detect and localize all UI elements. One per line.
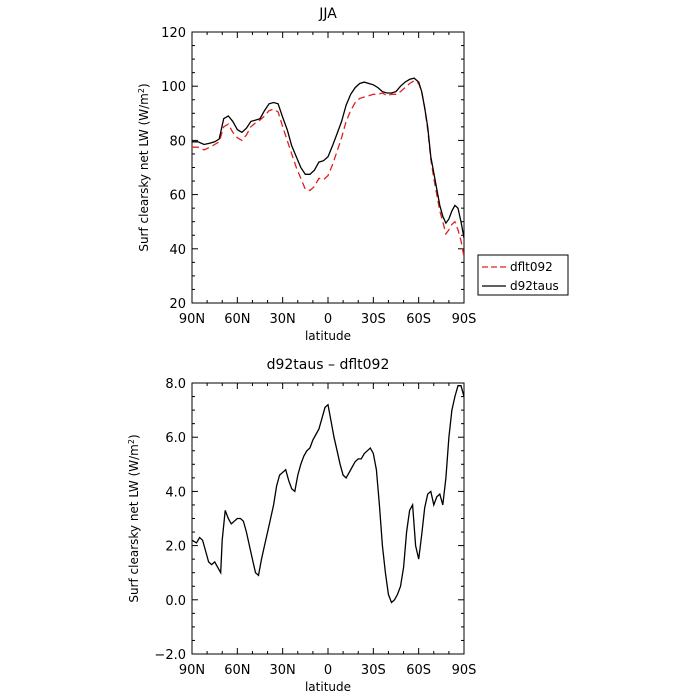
- x-tick-label: 30S: [361, 312, 386, 327]
- y-axis-label-close: ): [137, 83, 151, 88]
- y-axis-label: Surf clearsky net LW (W/m2): [127, 434, 142, 602]
- y-tick-label: 100: [161, 80, 186, 95]
- series-line-dflt092: [192, 80, 464, 258]
- legend-box: [477, 254, 569, 296]
- legend-label-dflt092: dflt092: [510, 260, 553, 274]
- series-line-diff-0: [192, 385, 464, 604]
- x-axis-label: latitude: [305, 680, 351, 694]
- y-tick-label: 6.0: [165, 431, 186, 446]
- plot-frame: [191, 31, 465, 304]
- y-tick-label: −2.0: [154, 648, 186, 663]
- y-tick-label: 120: [161, 26, 186, 41]
- chart-title: JJA: [318, 6, 337, 22]
- panel-top: JJA 90N 60N 30N 0 30S 60S 90S 20 40 60 80 100 120 lati…: [137, 6, 569, 343]
- x-tick-label: 60S: [406, 312, 431, 327]
- y-axis-label-close: ): [127, 434, 141, 439]
- y-tick-label: 40: [169, 243, 186, 258]
- x-tick-label: 90N: [179, 312, 205, 327]
- y-tick-label: 0.0: [165, 594, 186, 609]
- y-tick-label: 8.0: [165, 377, 186, 392]
- x-tick-label: 0: [324, 663, 332, 678]
- x-tick-label: 30N: [270, 312, 296, 327]
- x-tick-label: 90S: [452, 663, 477, 678]
- y-tick-label: 20: [169, 297, 186, 312]
- y-tick-label: 4.0: [165, 485, 186, 500]
- x-tick-label: 90N: [179, 663, 205, 678]
- panel-bottom: d92taus – dflt092 90N 60N 30N 0 30S 60S 90S −2.0…: [127, 357, 477, 694]
- y-axis-label: Surf clearsky net LW (W/m2): [137, 83, 152, 251]
- x-tick-label: 0: [324, 312, 332, 327]
- legend-label-d92taus: d92taus: [510, 279, 559, 293]
- y-axis-label-sup: 2: [137, 88, 146, 93]
- chart-title: d92taus – dflt092: [267, 357, 390, 373]
- y-axis-label-text: Surf clearsky net LW (W/m: [127, 444, 141, 603]
- x-tick-label: 90S: [452, 312, 477, 327]
- x-axis-label: latitude: [305, 329, 351, 343]
- x-tick-label: 30N: [270, 663, 296, 678]
- x-tick-label: 60N: [224, 312, 250, 327]
- x-tick-label: 60S: [406, 663, 431, 678]
- x-tick-label: 60N: [224, 663, 250, 678]
- y-tick-label: 60: [169, 189, 186, 204]
- y-tick-label: 80: [169, 134, 186, 149]
- y-axis-label-sup: 2: [127, 439, 136, 444]
- series-line-d92taus: [192, 77, 464, 239]
- y-axis-label-text: Surf clearsky net LW (W/m: [137, 93, 151, 252]
- x-tick-label: 30S: [361, 663, 386, 678]
- y-tick-label: 2.0: [165, 540, 186, 555]
